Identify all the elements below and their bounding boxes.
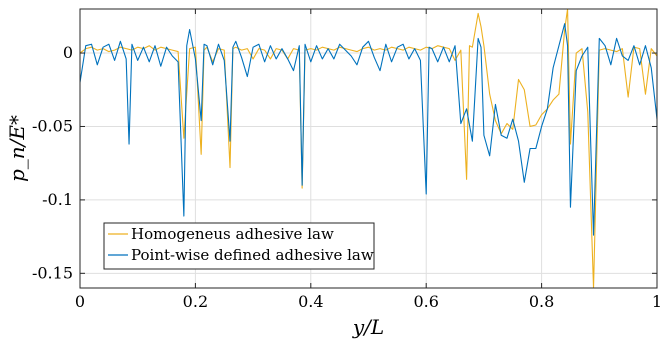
y-tick-label-3: 0 [63, 43, 73, 62]
y-axis-title: p_n/E* [5, 115, 29, 182]
x-tick-label-0: 0 [75, 292, 85, 311]
y-axis-ticks: -0.15 -0.1 -0.05 0 [32, 43, 657, 282]
x-tick-label-2: 0.4 [298, 292, 323, 311]
plot-area-frame [79, 8, 658, 289]
x-tick-label-1: 0.2 [183, 292, 208, 311]
x-axis-title: y/L [352, 315, 384, 339]
legend-label-point-wise: Point-wise defined adhesive law [131, 246, 374, 264]
y-tick-label-1: -0.1 [42, 190, 73, 209]
legend-box [103, 222, 375, 270]
x-tick-label-4: 0.8 [529, 292, 554, 311]
chart-legend: Homogeneus adhesive law Point-wise defin… [103, 222, 375, 270]
legend-label-homogeneous: Homogeneus adhesive law [131, 225, 334, 243]
x-tick-label-5: 1 [652, 292, 660, 311]
y-tick-label-2: -0.05 [32, 116, 73, 135]
x-axis-ticks: 0 0.2 0.4 0.6 0.8 1 [75, 9, 660, 311]
x-tick-label-3: 0.6 [413, 292, 438, 311]
series-line-homogeneous [79, 8, 658, 289]
y-tick-label-0: -0.15 [32, 263, 73, 282]
series-line-point-wise [79, 23, 658, 236]
series-layer [79, 8, 658, 289]
